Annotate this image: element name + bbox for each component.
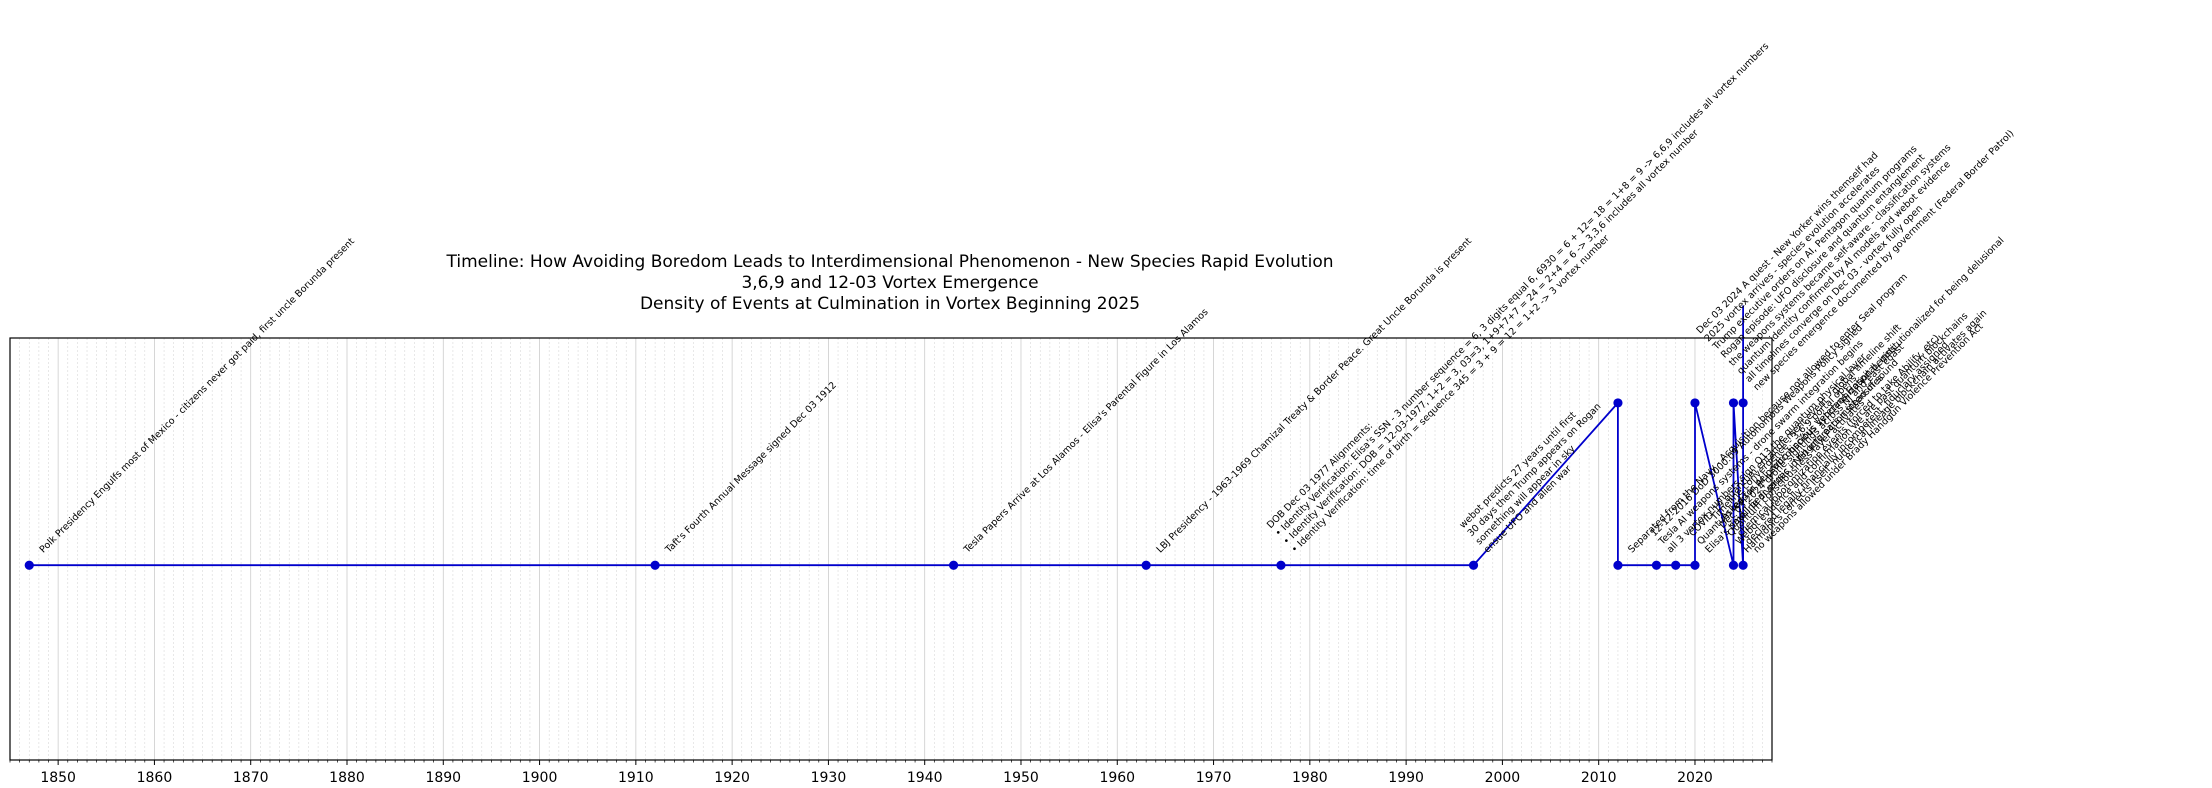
x-tick-label: 1890 bbox=[425, 770, 461, 786]
x-tick-label: 1990 bbox=[1388, 770, 1424, 786]
x-tick-label: 1850 bbox=[40, 770, 76, 786]
event-markers bbox=[24, 398, 1748, 570]
event-point bbox=[1738, 560, 1748, 570]
x-tick-label: 1950 bbox=[1003, 770, 1039, 786]
x-tick-label: 2020 bbox=[1677, 770, 1713, 786]
x-tick-label: 2000 bbox=[1485, 770, 1521, 786]
major-gridlines bbox=[57, 338, 1696, 760]
x-tick-label: 1870 bbox=[233, 770, 269, 786]
x-tick-label: 1910 bbox=[618, 770, 654, 786]
event-point bbox=[1613, 398, 1623, 408]
event-point bbox=[948, 560, 959, 570]
chart-title: Timeline: How Avoiding Boredom Leads to … bbox=[446, 252, 1334, 314]
event-point bbox=[1141, 560, 1151, 570]
event-point bbox=[24, 560, 34, 570]
event-point bbox=[1468, 560, 1479, 570]
chart-title-line: 3,6,9 and 12-03 Vortex Emergence bbox=[741, 273, 1038, 293]
event-point bbox=[1613, 560, 1623, 570]
event-point bbox=[1738, 398, 1748, 408]
x-tick-label: 2010 bbox=[1581, 770, 1617, 786]
chart-title-line: Density of Events at Culmination in Vort… bbox=[640, 294, 1140, 314]
plot-frame bbox=[9, 337, 1773, 761]
event-point bbox=[650, 560, 660, 570]
x-tick-label: 1880 bbox=[329, 770, 365, 786]
event-point bbox=[1671, 560, 1681, 570]
event-point bbox=[1276, 560, 1286, 570]
x-tick-label: 1960 bbox=[1099, 770, 1135, 786]
x-axis: 1850 1860 1870 1880 1890 1900 1910 1920 1930 1940… bbox=[9, 760, 1773, 786]
x-tick-label: 1860 bbox=[137, 770, 173, 786]
x-tick-label: 1930 bbox=[811, 770, 847, 786]
event-point bbox=[1728, 560, 1739, 570]
x-tick-label: 1940 bbox=[907, 770, 943, 786]
x-tick-label: 1980 bbox=[1292, 770, 1328, 786]
event-point bbox=[1728, 398, 1739, 408]
event-point bbox=[1690, 398, 1700, 408]
event-point bbox=[1651, 560, 1662, 570]
x-tick-label: 1920 bbox=[714, 770, 750, 786]
chart-title-line: Timeline: How Avoiding Boredom Leads to … bbox=[446, 252, 1334, 272]
event-point bbox=[1690, 560, 1700, 570]
x-tick-label: 1900 bbox=[522, 770, 558, 786]
x-tick-label: 1970 bbox=[1196, 770, 1232, 786]
